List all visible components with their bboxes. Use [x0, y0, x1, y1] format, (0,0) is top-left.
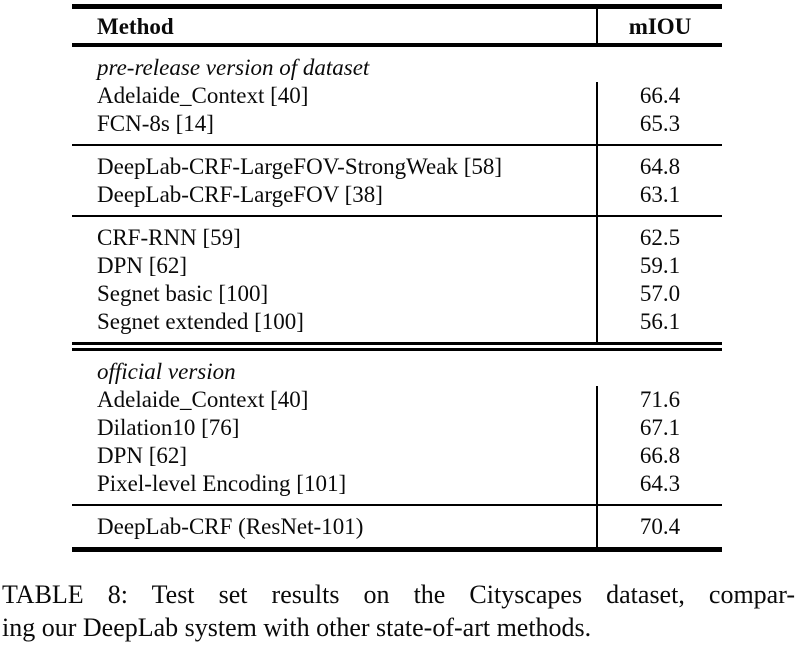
section-label-row: pre-release version of dataset	[72, 45, 722, 82]
miou-cell: 71.6	[596, 386, 722, 414]
table-row: Segnet extended [100] 56.1	[72, 308, 722, 347]
method-cell: FCN-8s [14]	[97, 111, 214, 136]
table-row: DeepLab-CRF-LargeFOV [38] 63.1	[72, 181, 722, 216]
caption-line-2: ing our DeepLab system with other state-…	[2, 613, 592, 642]
miou-cell: 59.1	[596, 252, 722, 280]
section-deeplab-weak: DeepLab-CRF-LargeFOV-StrongWeak [58] 64.…	[72, 145, 722, 216]
table-row: FCN-8s [14] 65.3	[72, 110, 722, 145]
table-row: Adelaide_Context [40] 71.6	[72, 386, 722, 414]
miou-cell: 66.4	[596, 82, 722, 110]
header-row: Method mIOU	[72, 6, 722, 45]
table-row: Pixel-level Encoding [101] 64.3	[72, 470, 722, 505]
results-table-container: Method mIOU pre-release version of datas…	[72, 4, 722, 552]
miou-cell: 63.1	[596, 181, 722, 216]
caption-line-1: TABLE 8: Test set results on the Citysca…	[2, 580, 795, 609]
miou-cell: 65.3	[596, 110, 722, 145]
method-cell: DeepLab-CRF-LargeFOV [38]	[97, 182, 383, 207]
miou-cell: 64.8	[596, 145, 722, 181]
miou-cell: 70.4	[596, 505, 722, 550]
table-row: DeepLab-CRF-LargeFOV-StrongWeak [58] 64.…	[72, 145, 722, 181]
section-other-methods: CRF-RNN [59] 62.5 DPN [62] 59.1 Segnet b…	[72, 216, 722, 347]
method-cell: DeepLab-CRF-LargeFOV-StrongWeak [58]	[97, 154, 503, 179]
method-cell: Segnet basic [100]	[97, 281, 269, 306]
miou-cell: 64.3	[596, 470, 722, 505]
section-label-row: official version	[72, 347, 722, 387]
method-cell: Adelaide_Context [40]	[97, 83, 309, 108]
table-row: DPN [62] 66.8	[72, 442, 722, 470]
section-official: official version Adelaide_Context [40] 7…	[72, 347, 722, 505]
section-deeplab-resnet: DeepLab-CRF (ResNet-101) 70.4	[72, 505, 722, 550]
table-header: Method mIOU	[72, 6, 722, 45]
miou-cell: 57.0	[596, 280, 722, 308]
method-cell: Pixel-level Encoding [101]	[97, 471, 347, 496]
method-cell: DeepLab-CRF (ResNet-101)	[97, 514, 364, 539]
table-row: Segnet basic [100] 57.0	[72, 280, 722, 308]
method-cell: DPN [62]	[97, 443, 188, 468]
miou-cell: 67.1	[596, 414, 722, 442]
miou-cell: 62.5	[596, 216, 722, 252]
method-cell: Adelaide_Context [40]	[97, 387, 309, 412]
method-cell: Segnet extended [100]	[97, 309, 304, 334]
section-label: pre-release version of dataset	[97, 55, 370, 80]
method-cell: DPN [62]	[97, 253, 188, 278]
table-row: Dilation10 [76] 67.1	[72, 414, 722, 442]
results-table: Method mIOU pre-release version of datas…	[72, 4, 722, 552]
table-row: DPN [62] 59.1	[72, 252, 722, 280]
table-row: CRF-RNN [59] 62.5	[72, 216, 722, 252]
table-caption: TABLE 8: Test set results on the Citysca…	[2, 578, 795, 644]
miou-cell: 56.1	[596, 308, 722, 347]
header-miou: mIOU	[596, 6, 722, 45]
method-cell: CRF-RNN [59]	[97, 225, 241, 250]
section-pre-release: pre-release version of dataset Adelaide_…	[72, 45, 722, 145]
miou-cell: 66.8	[596, 442, 722, 470]
section-label: official version	[97, 359, 236, 384]
table-row: DeepLab-CRF (ResNet-101) 70.4	[72, 505, 722, 550]
header-method: Method	[97, 14, 174, 39]
table-row: Adelaide_Context [40] 66.4	[72, 82, 722, 110]
method-cell: Dilation10 [76]	[97, 415, 240, 440]
